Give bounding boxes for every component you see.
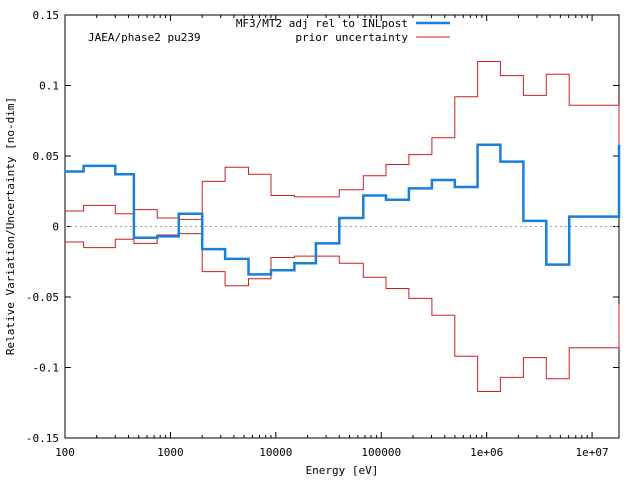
chart-annotation: JAEA/phase2 pu239	[88, 31, 201, 44]
ticks-layer: -0.15 -0.1 -0.05 0 0.05 0.1 0.15 100 1000 10000 10…	[26, 9, 619, 459]
y-axis-label: Relative Variation/Uncertainty [no-dim]	[4, 97, 17, 355]
legend-label-uncertainty: prior uncertainty	[295, 31, 408, 44]
x-tick-label: 1e+06	[470, 446, 503, 459]
x-tick-label: 1e+07	[576, 446, 609, 459]
y-tick-label: 0	[52, 221, 59, 234]
x-tick-label: 100	[55, 446, 75, 459]
x-tick-label: 100000	[361, 446, 401, 459]
series-adjustment	[65, 143, 621, 276]
y-tick-label: -0.05	[26, 291, 59, 304]
legend: MF3/MT2 adj rel to INLpost prior uncerta…	[236, 17, 450, 44]
y-tick-label: 0.05	[33, 150, 60, 163]
x-tick-label: 1000	[157, 446, 184, 459]
x-axis-label: Energy [eV]	[306, 464, 379, 477]
series-layer	[65, 61, 621, 392]
legend-label-adjustment: MF3/MT2 adj rel to INLpost	[236, 17, 408, 30]
y-tick-label: 0.1	[39, 80, 59, 93]
series-prior-uncertainty-upper	[65, 61, 620, 220]
y-tick-label: -0.15	[26, 432, 59, 445]
series-prior-uncertainty-lower	[65, 233, 620, 392]
y-tick-label: -0.1	[33, 362, 60, 375]
x-tick-label: 10000	[259, 446, 292, 459]
y-tick-label: 0.15	[33, 9, 60, 22]
